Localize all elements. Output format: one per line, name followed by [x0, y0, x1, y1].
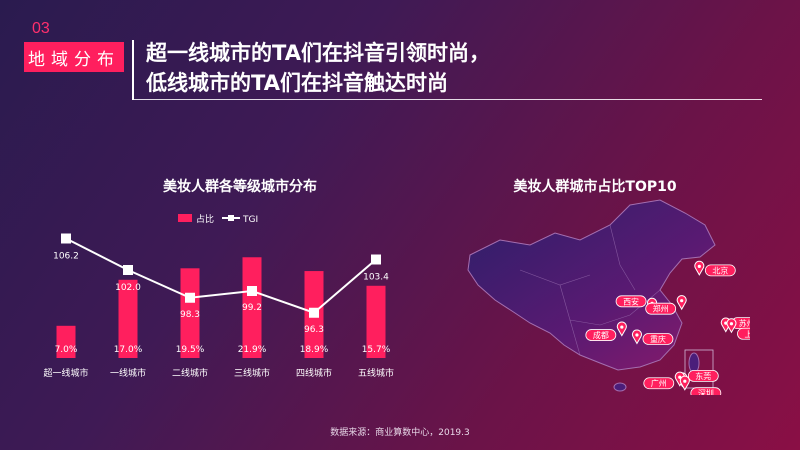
tgi-value-label: 96.3 [304, 325, 324, 335]
province-boundary [569, 319, 581, 356]
left-chart-title: 美妆人群各等级城市分布 [163, 179, 317, 195]
city-label-bg [642, 333, 674, 345]
legend-bar-swatch [178, 214, 192, 222]
tgi-value-label: 102.0 [115, 283, 141, 293]
location-pin-dot [697, 264, 701, 268]
x-tick-label: 超一线城市 [43, 367, 88, 379]
bar-value-label: 7.0% [55, 345, 78, 355]
x-tick-label: 三线城市 [234, 367, 270, 379]
location-pin-icon [726, 318, 737, 334]
x-tick-label: 二线城市 [172, 367, 208, 379]
bar-value-label: 19.5% [176, 345, 205, 355]
province-boundary [609, 224, 636, 291]
location-pin-icon [631, 329, 642, 345]
bar [56, 325, 76, 358]
bar-value-label: 18.9% [300, 345, 329, 355]
tgi-value-label: 103.4 [363, 273, 389, 283]
city-label: 郑州 [653, 304, 669, 314]
city-label-bg [645, 302, 677, 315]
tgi-point [123, 265, 133, 275]
legend: 占比 TGI [178, 213, 258, 225]
city-label-bg [585, 329, 617, 341]
city-label-bg [737, 327, 750, 340]
x-tick-label: 四线城市 [296, 367, 332, 379]
city-marker: 上海 [726, 318, 750, 340]
city-label: 东莞 [695, 371, 711, 381]
tgi-point [61, 233, 71, 244]
tgi-point [185, 292, 195, 303]
section-number: 03 [32, 20, 50, 37]
city-marker: 广州 [643, 371, 685, 390]
city-label: 上海 [744, 329, 750, 339]
city-label-bg [643, 377, 675, 390]
location-pin-dot [635, 333, 639, 337]
headline-line-1: 超一线城市的TA们在抖音引领时尚， [146, 41, 490, 65]
city-label: 重庆 [650, 334, 666, 344]
city-label: 成都 [593, 330, 609, 340]
city-marker: 深圳 [679, 375, 722, 395]
location-pin-dot [729, 322, 734, 326]
tgi-value-label: 99.2 [242, 303, 262, 313]
hainan-shape [613, 382, 627, 392]
bar [242, 257, 262, 358]
city-label-bg [687, 369, 719, 382]
city-label: 西安 [623, 296, 639, 306]
bar-value-label: 21.9% [238, 345, 267, 355]
city-label-bg [704, 264, 736, 277]
tgi-point [309, 307, 319, 318]
tgi-point [371, 254, 381, 265]
city-label-bg [615, 295, 647, 308]
city-label: 广州 [651, 378, 667, 388]
right-chart-title: 美妆人群城市占比TOP10 [513, 179, 677, 195]
city-label: 苏州 [739, 318, 750, 328]
tgi-line [65, 237, 377, 314]
bar [118, 279, 138, 358]
header-divider-horizontal [132, 99, 762, 100]
data-source: 数据来源：商业算数中心，2019.3 [330, 428, 470, 438]
city-marker: 北京 [694, 260, 736, 277]
city-label-bg [690, 387, 722, 395]
legend-line-marker [228, 215, 234, 221]
location-pin-icon [694, 260, 705, 276]
x-tick-label: 五线城市 [358, 367, 394, 379]
city-marker: 郑州 [645, 295, 687, 315]
city-marker: 重庆 [631, 329, 674, 345]
location-pin-dot [620, 325, 624, 329]
city-tier-chart: 占比 TGI 7.0% 超一线城市 17.0% 一线城市 19.5% 二线城市 21.9% 三线城… [43, 213, 394, 379]
location-pin-icon [616, 321, 627, 337]
city-marker: 成都 [585, 321, 627, 341]
x-tick-label: 一线城市 [110, 367, 146, 379]
bar [180, 268, 200, 358]
location-pin-icon [679, 375, 690, 391]
city-label: 深圳 [698, 388, 714, 395]
map-outline [467, 199, 716, 371]
city-label: 北京 [712, 265, 728, 275]
bar [366, 285, 386, 358]
legend-line-label: TGI [242, 215, 258, 225]
tgi-value-label: 106.2 [53, 252, 79, 262]
section-label: 地域分布 [24, 42, 124, 72]
headline: 超一线城市的TA们在抖音引领时尚， 低线城市的TA们在抖音触达时尚 [146, 38, 490, 98]
headline-line-2: 低线城市的TA们在抖音触达时尚 [146, 71, 448, 95]
bar-value-label: 17.0% [114, 345, 143, 355]
tgi-value-label: 98.3 [180, 310, 200, 320]
legend-bar-label: 占比 [196, 213, 214, 225]
location-pin-icon [676, 295, 687, 311]
bar-value-label: 15.7% [362, 345, 391, 355]
location-pin-dot [680, 299, 684, 303]
china-map: 北京西安郑州苏州成都 上海重庆东莞广州深圳 [467, 199, 750, 395]
location-pin-dot [683, 379, 687, 383]
header-divider-vertical [132, 40, 134, 100]
tgi-point [247, 286, 257, 296]
